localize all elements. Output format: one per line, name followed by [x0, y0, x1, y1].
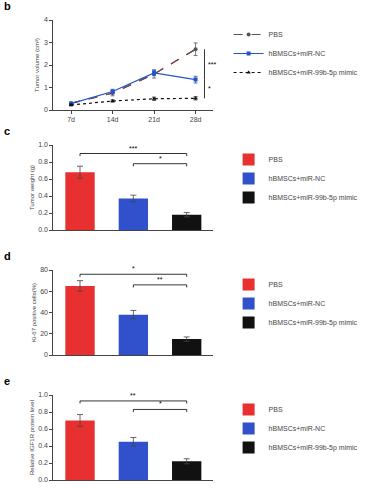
svg-text:60: 60	[40, 288, 48, 295]
svg-text:0.6: 0.6	[38, 175, 48, 182]
svg-text:Relative IGF1R protein level: Relative IGF1R protein level	[29, 400, 35, 475]
svg-text:3: 3	[44, 39, 48, 46]
svg-text:2: 2	[44, 61, 48, 68]
svg-text:0.8: 0.8	[38, 158, 48, 165]
svg-text:4: 4	[44, 16, 48, 23]
svg-text:14d: 14d	[107, 116, 119, 123]
svg-text:*: *	[159, 155, 162, 162]
svg-text:Tumor weight (g): Tumor weight (g)	[29, 165, 35, 210]
svg-text:40: 40	[40, 309, 48, 316]
svg-text:0.2: 0.2	[38, 459, 48, 466]
svg-text:1.0: 1.0	[38, 141, 48, 148]
svg-text:0.6: 0.6	[38, 425, 48, 432]
svg-text:PBS: PBS	[269, 156, 283, 163]
svg-text:*: *	[159, 400, 162, 407]
svg-text:1: 1	[44, 84, 48, 91]
svg-text:c: c	[4, 125, 10, 137]
svg-text:hBMSCs+miR-NC: hBMSCs+miR-NC	[269, 175, 326, 182]
svg-text:0.8: 0.8	[38, 408, 48, 415]
svg-text:20: 20	[40, 330, 48, 337]
svg-text:80: 80	[40, 266, 48, 273]
svg-text:**: **	[157, 276, 163, 283]
svg-text:hBMSCs+miR-99b-5p mimic: hBMSCs+miR-99b-5p mimic	[269, 444, 358, 452]
svg-text:0.4: 0.4	[38, 192, 48, 199]
svg-text:hBMSCs+miR-NC: hBMSCs+miR-NC	[269, 300, 326, 307]
svg-text:d: d	[4, 250, 11, 262]
svg-text:e: e	[4, 375, 10, 387]
svg-text:0.0: 0.0	[38, 226, 48, 233]
svg-text:0.2: 0.2	[38, 209, 48, 216]
svg-text:1.0: 1.0	[38, 391, 48, 398]
svg-text:*: *	[208, 85, 211, 92]
svg-text:PBS: PBS	[269, 31, 283, 38]
svg-text:28d: 28d	[190, 116, 202, 123]
svg-text:0: 0	[44, 351, 48, 358]
svg-text:***: ***	[129, 145, 137, 152]
svg-text:hBMSCs+miR-NC: hBMSCs+miR-NC	[269, 425, 326, 432]
svg-text:**: **	[130, 392, 136, 399]
svg-text:hBMSCs+miR-99b-5p mimic: hBMSCs+miR-99b-5p mimic	[269, 194, 358, 202]
svg-text:PBS: PBS	[269, 281, 283, 288]
svg-text:hBMSCs+miR-99b-5p mimic: hBMSCs+miR-99b-5p mimic	[269, 69, 358, 77]
svg-text:0.0: 0.0	[38, 476, 48, 483]
svg-text:hBMSCs+miR-99b-5p mimic: hBMSCs+miR-99b-5p mimic	[269, 319, 358, 327]
svg-text:***: ***	[208, 61, 216, 68]
svg-text:hBMSCs+miR-NC: hBMSCs+miR-NC	[269, 50, 326, 57]
svg-text:PBS: PBS	[269, 406, 283, 413]
svg-text:7d: 7d	[67, 116, 75, 123]
svg-text:*: *	[132, 265, 135, 272]
svg-text:Ki-67 positive cells(%): Ki-67 positive cells(%)	[31, 283, 37, 342]
svg-text:Tumor volume (cm³): Tumor volume (cm³)	[34, 38, 40, 92]
svg-text:0: 0	[44, 106, 48, 113]
svg-text:b: b	[4, 0, 11, 12]
svg-text:21d: 21d	[148, 116, 160, 123]
svg-text:0.4: 0.4	[38, 442, 48, 449]
